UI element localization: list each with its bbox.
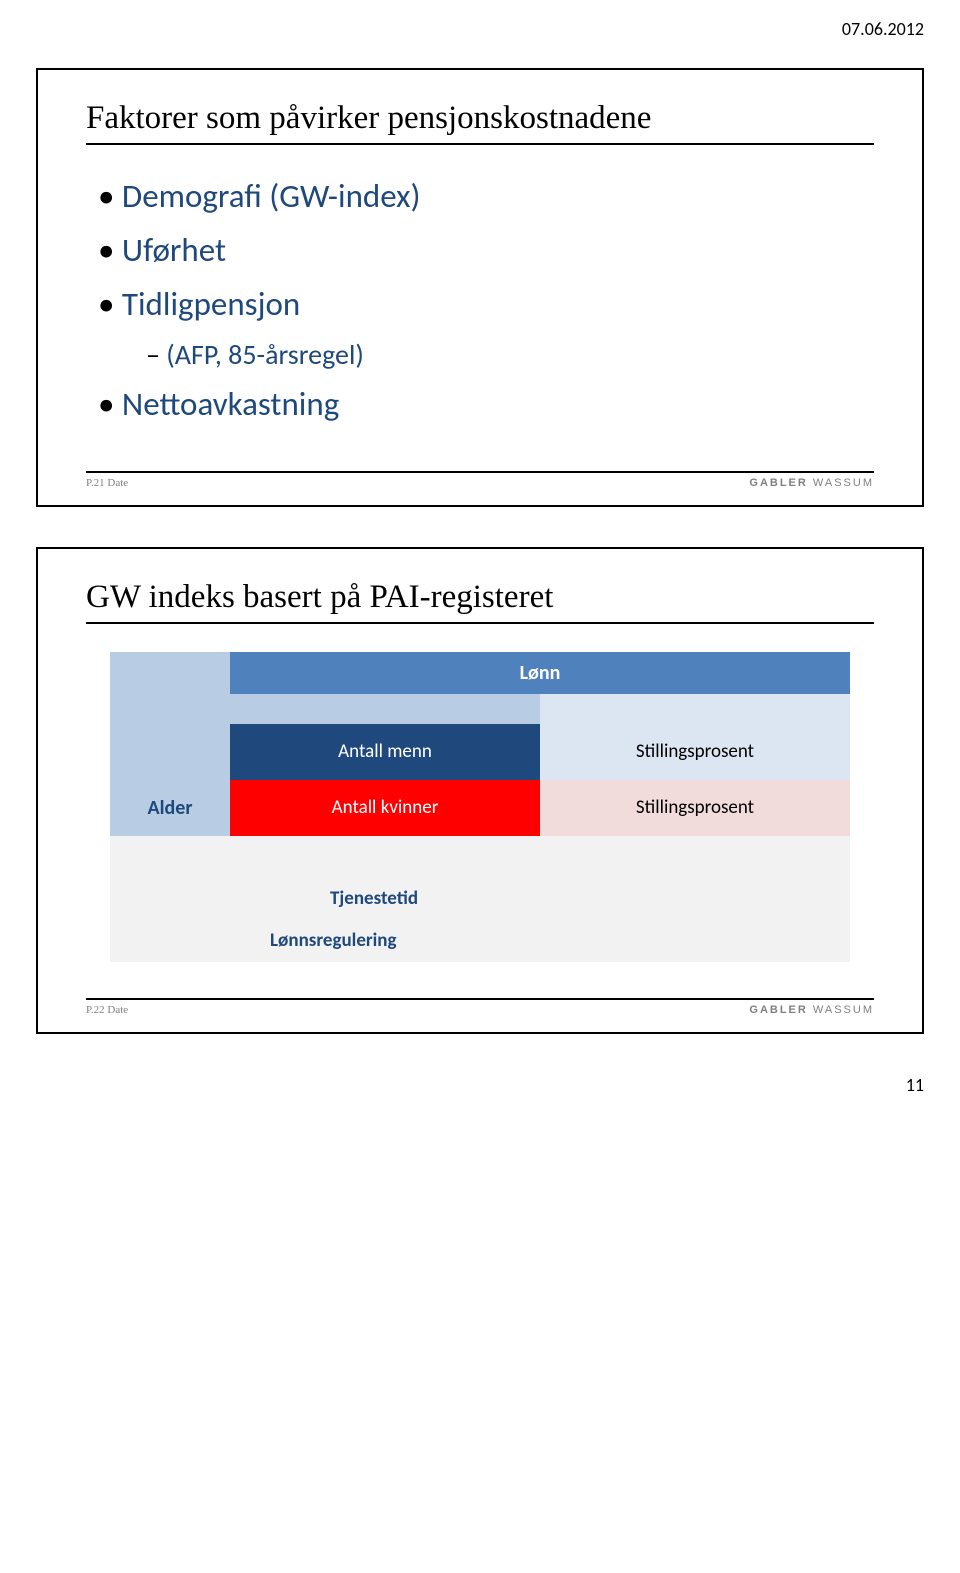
cell-blank-mid (110, 724, 230, 780)
cell-sp-kvinner: Stillingsprosent (540, 780, 850, 836)
cell-blank-g2 (230, 836, 850, 878)
cell-blank-lr (110, 920, 230, 962)
slide1-footer-left: P.21 Date (86, 477, 128, 489)
page-number: 11 (0, 1074, 960, 1116)
cell-alder: Alder (110, 780, 230, 836)
brand-light-2: WASSUM (813, 1004, 874, 1016)
cell-blank-top (110, 652, 230, 694)
cell-blank-g1 (110, 836, 230, 878)
bullet-tidligpensjon: Tidligpensjon (98, 281, 874, 329)
cell-sp-menn: Stillingsprosent (540, 724, 850, 780)
slide-2: GW indeks basert på PAI-registeret Lønn … (36, 547, 924, 1034)
slide1-bullets: Demografi (GW-index) Uførhet Tidligpensj… (86, 173, 874, 429)
slide1-title: Faktorer som påvirker pensjonskostnadene (86, 100, 874, 145)
slide-1: Faktorer som påvirker pensjonskostnadene… (36, 68, 924, 507)
brand-bold: GABLER (749, 477, 807, 489)
brand-logo-2: GABLER WASSUM (749, 1004, 874, 1016)
brand-logo: GABLER WASSUM (749, 477, 874, 489)
bullet-demografi: Demografi (GW-index) (98, 173, 874, 221)
cell-lonn: Lønn (230, 652, 850, 694)
cell-spacer-r (540, 694, 850, 724)
brand-light: WASSUM (813, 477, 874, 489)
bullet-uforhet: Uførhet (98, 227, 874, 275)
cell-antall-kvinner: Antall kvinner (230, 780, 540, 836)
slide1-footer: P.21 Date GABLER WASSUM (86, 471, 874, 489)
cell-lonnsregulering: Lønnsregulering (230, 920, 850, 962)
slide2-footer: P.22 Date GABLER WASSUM (86, 998, 874, 1016)
header-date: 07.06.2012 (0, 0, 960, 50)
cell-spacer-m (230, 694, 540, 724)
cell-spacer-l (110, 694, 230, 724)
gw-diagram: Lønn Antall menn Stillingsprosent Alder … (110, 652, 850, 962)
brand-bold-2: GABLER (749, 1004, 807, 1016)
bullet-afp: (AFP, 85-årsregel) (146, 335, 874, 376)
cell-tjenestetid: Tjenestetid (230, 878, 850, 920)
slide2-title: GW indeks basert på PAI-registeret (86, 579, 874, 624)
bullet-nettoavkastning: Nettoavkastning (98, 381, 874, 429)
cell-antall-menn: Antall menn (230, 724, 540, 780)
slide2-footer-left: P.22 Date (86, 1004, 128, 1016)
cell-blank-tj (110, 878, 230, 920)
